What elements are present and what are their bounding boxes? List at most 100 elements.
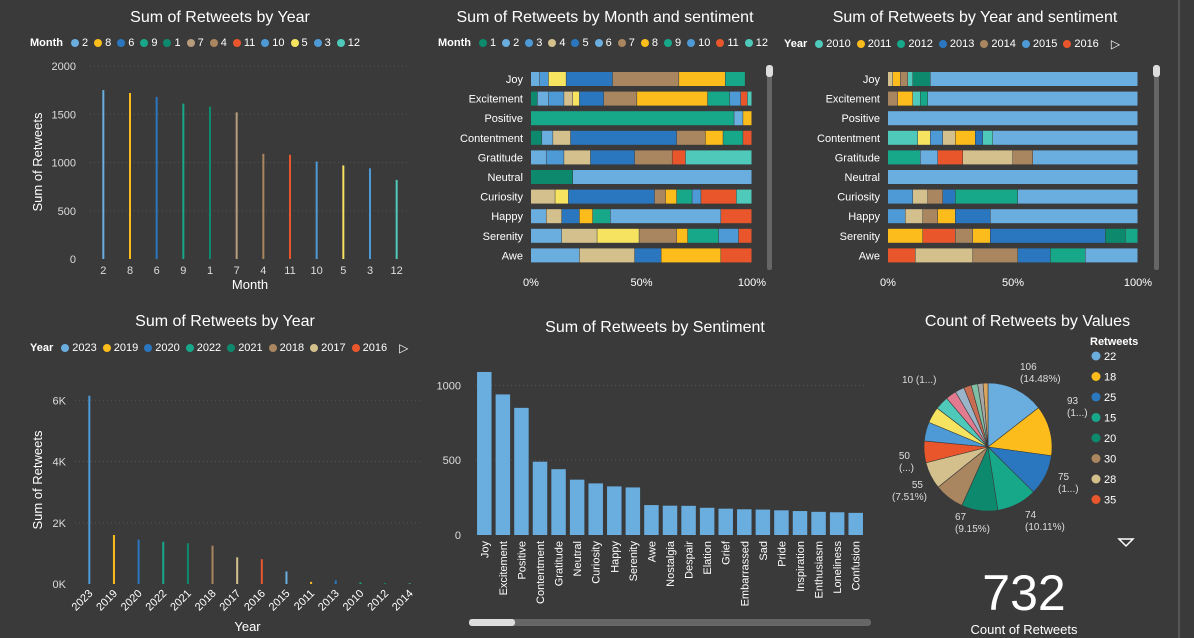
legend-item[interactable]: 5 bbox=[571, 37, 589, 49]
legend-label: 18 bbox=[1104, 372, 1116, 384]
legend-item[interactable]: 8 bbox=[94, 37, 111, 49]
y-tick-label: 2K bbox=[53, 518, 67, 530]
legend-item[interactable]: 2011 bbox=[856, 38, 891, 50]
legend-item[interactable]: 4 bbox=[209, 37, 227, 49]
legend-item[interactable]: 2010 bbox=[815, 38, 851, 50]
bar-segment bbox=[930, 72, 1138, 86]
legend-label: 2010 bbox=[826, 38, 851, 50]
bar-segment bbox=[905, 209, 923, 224]
legend-item[interactable]: 2017 bbox=[310, 342, 346, 354]
legend-item[interactable]: 2015 bbox=[1021, 38, 1057, 50]
bar-segment bbox=[612, 72, 679, 86]
legend-next-arrow-icon[interactable]: ▷ bbox=[399, 341, 409, 355]
x-tick-label: 5 bbox=[340, 265, 346, 277]
legend-item[interactable]: 2 bbox=[502, 37, 519, 49]
legend-label: 2014 bbox=[991, 38, 1016, 50]
legend-title: Retweets bbox=[1090, 336, 1138, 348]
legend-item[interactable]: 11 bbox=[716, 37, 739, 49]
legend-item[interactable]: 2018 bbox=[268, 342, 304, 354]
legend-item[interactable]: 2014 bbox=[980, 38, 1016, 50]
bar-segment bbox=[679, 72, 725, 86]
x-tick-label: 2014 bbox=[390, 588, 416, 614]
legend-item[interactable]: 6 bbox=[117, 37, 134, 49]
legend-next-arrow-icon[interactable]: ▷ bbox=[1110, 37, 1121, 51]
x-tick-label: 2023 bbox=[70, 588, 96, 614]
legend-item[interactable]: 7 bbox=[617, 37, 635, 49]
pie-slice bbox=[987, 382, 1039, 448]
x-tick-label: Inspiration bbox=[795, 541, 807, 592]
bar bbox=[162, 541, 165, 584]
category-label: Gratitude bbox=[835, 152, 880, 164]
legend-item[interactable]: 2023 bbox=[61, 342, 97, 354]
legend-swatch bbox=[102, 344, 111, 352]
legend-item[interactable]: 4 bbox=[548, 37, 565, 49]
legend-item[interactable]: 6 bbox=[594, 37, 612, 49]
bar bbox=[829, 512, 845, 535]
legend-item[interactable]: 2013 bbox=[938, 38, 974, 50]
legend-label: 6 bbox=[128, 37, 135, 49]
legend-item[interactable]: 2016 bbox=[351, 342, 387, 354]
legend-item[interactable]: 10 bbox=[261, 37, 285, 49]
legend-item[interactable]: 7 bbox=[186, 37, 204, 49]
legend-label: 2020 bbox=[155, 342, 180, 354]
x-tick-label: 6 bbox=[154, 265, 160, 277]
bar bbox=[262, 153, 265, 259]
legend-item[interactable]: 5 bbox=[290, 37, 308, 49]
x-tick-label: Contentment bbox=[535, 541, 547, 604]
legend-item[interactable]: 1 bbox=[163, 37, 181, 49]
y-tick-label: 500 bbox=[58, 206, 76, 218]
x-tick-label: Loneliness bbox=[832, 541, 844, 594]
pie-slice bbox=[982, 382, 989, 448]
bar-segment bbox=[725, 72, 745, 86]
bar-segment bbox=[687, 228, 719, 243]
legend-swatch bbox=[478, 39, 487, 47]
legend-item[interactable]: 11 bbox=[232, 37, 255, 49]
legend-label: 2023 bbox=[72, 342, 97, 354]
legend-item[interactable]: 9 bbox=[663, 37, 681, 49]
data-label: 50 bbox=[899, 451, 911, 462]
legend-item[interactable]: 2019 bbox=[102, 342, 138, 354]
legend-item[interactable]: 10 bbox=[687, 37, 710, 49]
legend-item[interactable]: 2012 bbox=[897, 38, 933, 50]
legend-label: 4 bbox=[559, 37, 566, 49]
legend-item[interactable]: 9 bbox=[140, 37, 157, 49]
legend-label: 11 bbox=[727, 37, 739, 49]
x-tick-label: 8 bbox=[127, 265, 133, 277]
legend-item[interactable]: 1 bbox=[478, 37, 496, 49]
legend-item[interactable]: 3 bbox=[525, 37, 542, 49]
x-tick-label: 0% bbox=[523, 277, 539, 289]
legend-swatch bbox=[571, 39, 580, 47]
legend-item[interactable]: 2016 bbox=[1063, 38, 1099, 50]
bar-segment bbox=[553, 130, 571, 145]
legend-swatch bbox=[856, 40, 865, 48]
legend-swatch bbox=[1091, 495, 1101, 504]
bar-segment bbox=[531, 189, 555, 204]
bar-segment bbox=[548, 91, 564, 106]
legend-item[interactable]: 2021 bbox=[227, 342, 263, 354]
legend-item[interactable]: 12 bbox=[336, 37, 360, 49]
bar-segment bbox=[888, 111, 1138, 126]
data-label: (...) bbox=[899, 463, 914, 474]
bar bbox=[182, 103, 185, 259]
kpi-label: Count of Retweets bbox=[970, 622, 1078, 637]
legend-label: 7 bbox=[628, 37, 635, 49]
bar-segment bbox=[913, 72, 930, 86]
x-tick-label: 2015 bbox=[267, 588, 293, 614]
bar-segment bbox=[654, 189, 666, 204]
bar-segment bbox=[531, 150, 546, 165]
legend-item[interactable]: 2 bbox=[70, 37, 88, 49]
y-tick-label: 0 bbox=[70, 254, 76, 266]
bar bbox=[681, 505, 696, 535]
bar-segment bbox=[888, 72, 893, 86]
legend-item[interactable]: 2020 bbox=[144, 342, 180, 354]
legend-item[interactable]: 8 bbox=[640, 37, 658, 49]
legend-item[interactable]: 12 bbox=[744, 37, 768, 49]
legend-item[interactable]: 2022 bbox=[185, 342, 222, 354]
bar bbox=[310, 581, 313, 584]
legend-scroll-down-icon bbox=[1117, 538, 1135, 548]
kpi-value: 732 bbox=[982, 565, 1066, 621]
legend-item[interactable]: 3 bbox=[313, 37, 331, 49]
bar-segment bbox=[975, 130, 983, 145]
x-tick-label: 0% bbox=[880, 277, 896, 289]
legend-label: 2022 bbox=[196, 342, 222, 354]
